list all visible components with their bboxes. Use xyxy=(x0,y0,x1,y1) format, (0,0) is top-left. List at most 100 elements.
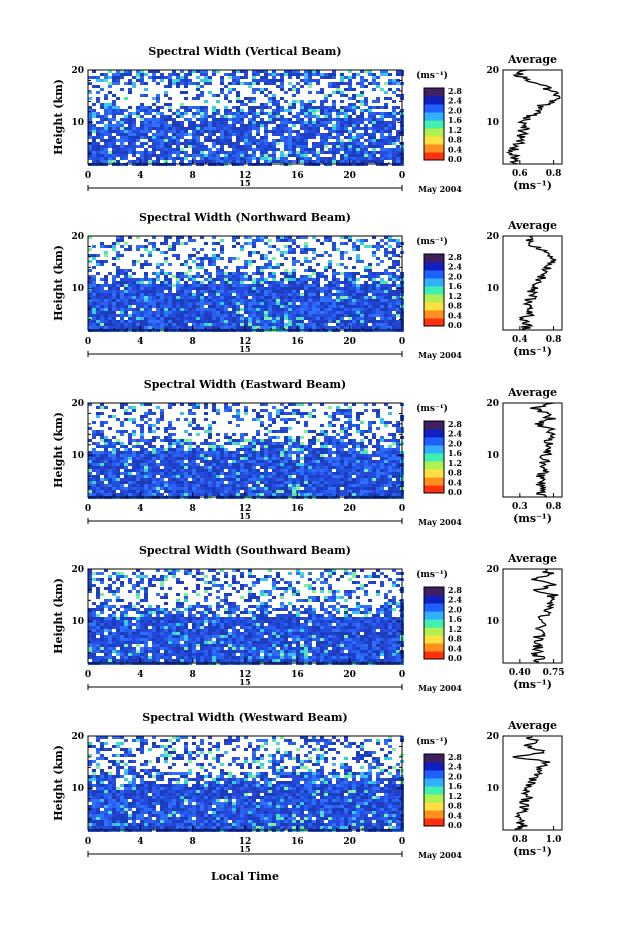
heatmap-cell xyxy=(292,296,296,299)
heatmap-cell xyxy=(244,112,248,115)
heatmap-cell xyxy=(328,106,332,109)
heatmap-cell xyxy=(300,73,304,76)
heatmap-cell xyxy=(308,442,312,445)
heatmap-cell xyxy=(136,320,140,323)
heatmap-cell xyxy=(336,115,340,118)
heatmap-cell xyxy=(164,463,168,466)
heatmap-cell xyxy=(216,311,220,314)
heatmap-cell xyxy=(312,469,316,472)
heatmap-cell xyxy=(208,151,212,154)
heatmap-cell xyxy=(348,433,352,436)
heatmap-cell xyxy=(204,278,208,281)
heatmap-cell xyxy=(232,70,236,73)
heatmap-cell xyxy=(88,260,92,263)
heatmap-cell xyxy=(272,302,276,305)
heatmap-cell xyxy=(276,299,280,302)
heatmap-cell xyxy=(292,418,296,421)
heatmap-cell xyxy=(204,460,208,463)
heatmap-cell xyxy=(380,245,384,248)
heatmap-cell xyxy=(252,239,256,242)
heatmap-cell xyxy=(268,472,272,475)
heatmap-cell xyxy=(272,311,276,314)
heatmap-cell xyxy=(144,323,148,326)
heatmap-cell xyxy=(396,136,400,139)
heatmap-cell xyxy=(160,445,164,448)
heatmap-cell xyxy=(288,236,292,239)
heatmap-cell xyxy=(96,442,100,445)
heatmap-cell xyxy=(124,469,128,472)
heatmap-cell xyxy=(368,70,372,73)
heatmap-cell xyxy=(236,466,240,469)
y-tick-label: 20 xyxy=(71,232,84,242)
heatmap-cell xyxy=(172,82,176,85)
heatmap-cell xyxy=(220,82,224,85)
heatmap-cell xyxy=(356,445,360,448)
heatmap-cell xyxy=(112,326,116,329)
heatmap-cell xyxy=(288,290,292,293)
heatmap-cell xyxy=(156,296,160,299)
heatmap-cell xyxy=(132,76,136,79)
heatmap-cell xyxy=(212,409,216,412)
heatmap-cell xyxy=(184,287,188,290)
heatmap-cell xyxy=(88,248,92,251)
heatmap-cell xyxy=(144,457,148,460)
heatmap-cell xyxy=(284,308,288,311)
heatmap-cell xyxy=(248,278,252,281)
heatmap-cell xyxy=(340,448,344,451)
heatmap-cell xyxy=(368,118,372,121)
heatmap-cell xyxy=(196,76,200,79)
heatmap-cell xyxy=(228,421,232,424)
heatmap-cell xyxy=(136,106,140,109)
heatmap-cell xyxy=(280,97,284,100)
heatmap-cell xyxy=(88,317,92,320)
heatmap-cell xyxy=(360,239,364,242)
heatmap-cell xyxy=(196,275,200,278)
heatmap-cell xyxy=(100,299,104,302)
heatmap-cell xyxy=(308,160,312,163)
heatmap-cell xyxy=(252,251,256,254)
heatmap-cell xyxy=(328,421,332,424)
heatmap-cell xyxy=(304,109,308,112)
heatmap-cell xyxy=(396,118,400,121)
heatmap-cell xyxy=(396,466,400,469)
heatmap-cell xyxy=(156,451,160,454)
heatmap-cell xyxy=(352,445,356,448)
heatmap-cell xyxy=(88,154,92,157)
heatmap-cell xyxy=(320,466,324,469)
heatmap-cell xyxy=(180,284,184,287)
heatmap-cell xyxy=(396,460,400,463)
heatmap-cell xyxy=(108,245,112,248)
heatmap-cell xyxy=(340,281,344,284)
heatmap-cell xyxy=(380,436,384,439)
heatmap-cell xyxy=(356,139,360,142)
heatmap-cell xyxy=(184,85,188,88)
heatmap-cell xyxy=(380,421,384,424)
heatmap-cell xyxy=(88,112,92,115)
heatmap-cell xyxy=(336,112,340,115)
heatmap-cell xyxy=(256,317,260,320)
heatmap-cell xyxy=(144,148,148,151)
heatmap-cell xyxy=(312,415,316,418)
heatmap-cell xyxy=(280,311,284,314)
heatmap-cell xyxy=(344,463,348,466)
heatmap-cell xyxy=(176,272,180,275)
heatmap-cell xyxy=(216,100,220,103)
colorbar-segment xyxy=(424,286,444,295)
heatmap-cell xyxy=(312,463,316,466)
heatmap-cell xyxy=(348,97,352,100)
heatmap-cell xyxy=(272,472,276,475)
heatmap-cell xyxy=(104,296,108,299)
heatmap-cell xyxy=(200,323,204,326)
heatmap-cell xyxy=(140,472,144,475)
heatmap-cell xyxy=(320,302,324,305)
heatmap-cell xyxy=(124,130,128,133)
heatmap-cell xyxy=(344,308,348,311)
heatmap-cell xyxy=(272,133,276,136)
heatmap-cell xyxy=(172,160,176,163)
heatmap-cell xyxy=(360,154,364,157)
heatmap-cell xyxy=(244,154,248,157)
heatmap-cell xyxy=(208,76,212,79)
heatmap-cell xyxy=(268,290,272,293)
heatmap-cell xyxy=(212,145,216,148)
heatmap-cell xyxy=(292,308,296,311)
